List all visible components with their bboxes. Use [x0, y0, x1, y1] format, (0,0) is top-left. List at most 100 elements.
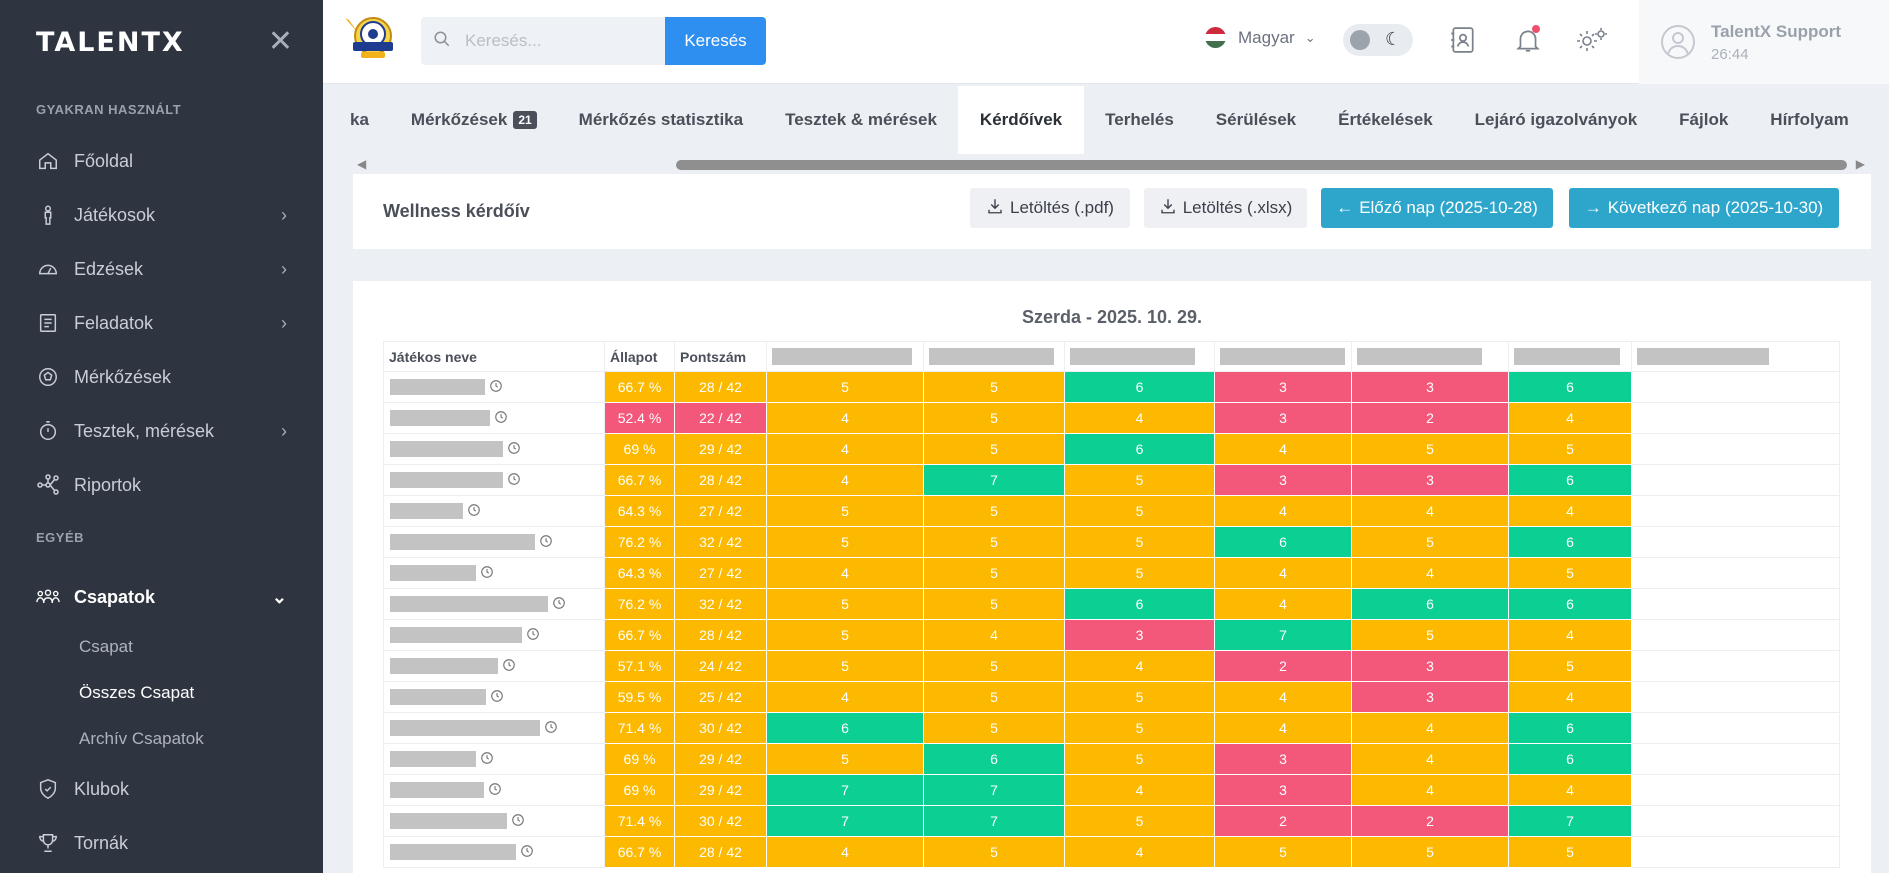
- clock-icon[interactable]: [467, 503, 481, 520]
- player-name-cell[interactable]: [383, 836, 605, 868]
- user-menu[interactable]: TalentX Support 26:44: [1639, 0, 1889, 84]
- answer-cell: 4: [766, 464, 924, 496]
- clock-icon[interactable]: [494, 410, 508, 427]
- answer-cell: 6: [1064, 371, 1215, 403]
- session-timer: 26:44: [1711, 45, 1749, 63]
- table-row: 69 % 29 / 42 4 5 6 4 5 5: [383, 433, 1840, 465]
- player-name-cell[interactable]: [383, 371, 605, 403]
- player-name-cell[interactable]: [383, 557, 605, 589]
- clock-icon[interactable]: [526, 627, 540, 644]
- clock-icon[interactable]: [507, 441, 521, 458]
- tabs-scrollbar[interactable]: ◀ ▶: [353, 156, 1865, 172]
- answer-cell: 6: [1064, 433, 1215, 465]
- player-name-cell[interactable]: [383, 650, 605, 682]
- tab-files[interactable]: Fájlok: [1658, 86, 1749, 154]
- scroll-right-arrow-icon[interactable]: ▶: [1855, 157, 1865, 171]
- clock-icon[interactable]: [480, 751, 494, 768]
- sidebar-item-trainings[interactable]: Edzések ›: [0, 242, 323, 296]
- table-row: 71.4 % 30 / 42 6 5 5 4 4 6: [383, 712, 1840, 744]
- sidebar-item-reports[interactable]: Riportok: [0, 458, 323, 512]
- clock-icon[interactable]: [488, 782, 502, 799]
- status-cell: 69 %: [604, 743, 675, 775]
- player-name-cell[interactable]: [383, 526, 605, 558]
- player-name-cell[interactable]: [383, 464, 605, 496]
- talentx-logo[interactable]: TALENTX: [36, 26, 185, 58]
- player-name-cell[interactable]: [383, 805, 605, 837]
- tab-evaluations[interactable]: Értékelések: [1317, 86, 1454, 154]
- column-header-redacted: [923, 341, 1065, 372]
- sidebar-item-tasks[interactable]: Feladatok ›: [0, 296, 323, 350]
- redacted-name: [390, 689, 486, 706]
- sidebar-item-teams[interactable]: Csapatok ⌄: [0, 570, 323, 624]
- answer-cell: 4: [1214, 712, 1352, 744]
- sidebar-item-tournaments[interactable]: Tornák: [0, 816, 323, 870]
- tab-matches[interactable]: Mérkőzések 21: [390, 86, 558, 154]
- download-pdf-button[interactable]: Letöltés (.pdf): [970, 188, 1130, 228]
- dark-mode-toggle[interactable]: ☾: [1343, 24, 1413, 56]
- language-select[interactable]: Magyar ⌄: [1205, 27, 1316, 48]
- tab-newsfeed[interactable]: Hírfolyam: [1749, 86, 1869, 154]
- search-input[interactable]: [465, 31, 645, 51]
- clock-icon[interactable]: [489, 379, 503, 396]
- score-cell: 24 / 42: [674, 650, 767, 682]
- column-header-redacted: [766, 341, 924, 372]
- clock-icon[interactable]: [539, 534, 553, 551]
- sidebar-item-home[interactable]: Főoldal: [0, 134, 323, 188]
- scrollbar-thumb[interactable]: [676, 160, 1847, 170]
- player-name-cell[interactable]: [383, 681, 605, 713]
- column-header-redacted: [1631, 341, 1840, 372]
- sidebar-item-players[interactable]: Játékosok ›: [0, 188, 323, 242]
- tab-load[interactable]: Terhelés: [1084, 86, 1195, 154]
- tab-tests-measurements[interactable]: Tesztek & mérések: [764, 86, 958, 154]
- club-logo[interactable]: [341, 12, 403, 64]
- answer-cell: 5: [923, 402, 1065, 434]
- download-xlsx-button[interactable]: Letöltés (.xlsx): [1144, 188, 1307, 228]
- clock-icon[interactable]: [480, 565, 494, 582]
- tab-injuries[interactable]: Sérülések: [1195, 86, 1317, 154]
- player-name-cell[interactable]: [383, 433, 605, 465]
- clock-icon[interactable]: [544, 720, 558, 737]
- clock-icon[interactable]: [507, 472, 521, 489]
- clock-icon[interactable]: [502, 658, 516, 675]
- clock-icon[interactable]: [552, 596, 566, 613]
- answer-cell: 4: [1351, 557, 1509, 589]
- sidebar-sub-archived-teams[interactable]: Archív Csapatok: [79, 729, 204, 748]
- clock-icon[interactable]: [490, 689, 504, 706]
- notifications-bell-icon[interactable]: [1510, 22, 1546, 58]
- clock-icon[interactable]: [520, 844, 534, 861]
- contacts-icon[interactable]: [1445, 22, 1481, 58]
- search-field[interactable]: [421, 17, 665, 65]
- next-day-button[interactable]: → Következő nap (2025-10-30): [1569, 188, 1839, 228]
- sidebar-sub-all-teams[interactable]: Összes Csapat: [79, 683, 195, 702]
- player-name-cell[interactable]: [383, 712, 605, 744]
- tasks-icon: [36, 311, 60, 335]
- tab-truncated[interactable]: ka: [323, 86, 390, 154]
- sidebar-item-matches[interactable]: Mérkőzések: [0, 350, 323, 404]
- tab-expiring-ids[interactable]: Lejáró igazolványok: [1454, 86, 1659, 154]
- status-cell: 71.4 %: [604, 712, 675, 744]
- player-name-cell[interactable]: [383, 588, 605, 620]
- settings-gears-icon[interactable]: [1574, 22, 1610, 58]
- column-header-score[interactable]: Pontszám: [674, 341, 767, 372]
- sidebar-sub-team[interactable]: Csapat: [79, 637, 133, 656]
- column-header-name[interactable]: Játékos neve: [383, 341, 605, 372]
- clock-icon[interactable]: [511, 813, 525, 830]
- tab-questionnaires[interactable]: Kérdőívek: [957, 86, 1085, 154]
- sidebar-item-tests[interactable]: Tesztek, mérések ›: [0, 404, 323, 458]
- player-name-cell[interactable]: [383, 402, 605, 434]
- match-count-badge: 21: [513, 111, 537, 129]
- sidebar-item-clubs[interactable]: Klubok: [0, 762, 323, 816]
- search-button[interactable]: Keresés: [665, 17, 766, 65]
- player-name-cell[interactable]: [383, 495, 605, 527]
- player-name-cell[interactable]: [383, 774, 605, 806]
- table-row: 71.4 % 30 / 42 7 7 5 2 2 7: [383, 805, 1840, 837]
- player-name-cell[interactable]: [383, 743, 605, 775]
- answer-cell: 6: [1508, 712, 1632, 744]
- player-name-cell[interactable]: [383, 619, 605, 651]
- column-header-status[interactable]: Állapot: [604, 341, 675, 372]
- scroll-left-arrow-icon[interactable]: ◀: [357, 157, 367, 171]
- close-sidebar-icon[interactable]: ✕: [267, 25, 293, 58]
- previous-day-button[interactable]: ← Előző nap (2025-10-28): [1321, 188, 1553, 228]
- tab-match-statistics[interactable]: Mérkőzés statisztika: [558, 86, 764, 154]
- answer-cell: 5: [923, 557, 1065, 589]
